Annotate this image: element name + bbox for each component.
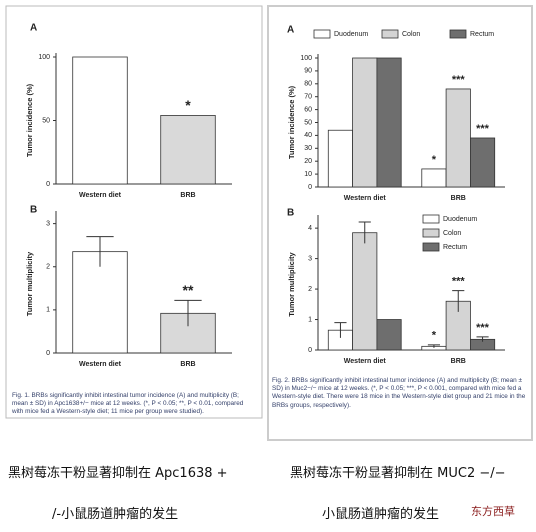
legend-label: Duodenum — [443, 216, 477, 223]
bar — [72, 56, 128, 185]
panel-label: A — [287, 25, 294, 36]
y-tick-label: 100 — [38, 54, 50, 61]
x-tick-label: Western diet — [344, 358, 387, 365]
bar — [376, 319, 402, 351]
x-tick-label: BRB — [180, 192, 195, 199]
figure-caption: Fig. 2. BRBs significantly inhibit intes… — [272, 377, 526, 409]
y-tick-label: 90 — [304, 68, 312, 75]
y-tick-label: 20 — [304, 158, 312, 165]
bar — [160, 115, 216, 185]
legend-swatch — [422, 228, 440, 238]
y-tick-label: 50 — [304, 119, 312, 126]
significance-mark: *** — [476, 123, 490, 135]
bar — [376, 57, 402, 188]
y-tick-label: 0 — [46, 350, 50, 357]
x-tick-label: Western diet — [344, 195, 387, 202]
error-bar — [452, 290, 465, 312]
bar — [352, 57, 378, 188]
panel-label: A — [30, 23, 37, 34]
y-tick-label: 3 — [308, 255, 312, 262]
y-tick-label: 0 — [308, 347, 312, 354]
panel-label: B — [287, 208, 294, 219]
bar — [352, 232, 378, 351]
legend-swatch — [313, 29, 331, 39]
y-tick-label: 30 — [304, 145, 312, 152]
note-line: 黑树莓冻干粉显著抑制在 MUC2 −/− — [290, 466, 506, 481]
note-line: /-小鼠肠道肿瘤的发生 — [52, 507, 179, 522]
legend-label: Duodenum — [334, 31, 368, 38]
bar — [327, 129, 353, 188]
y-axis-label: Tumor incidence (%) — [25, 83, 34, 157]
legend-swatch — [422, 214, 440, 224]
significance-mark: ** — [183, 282, 194, 298]
error-bar — [174, 299, 202, 327]
error-bar — [358, 221, 371, 244]
bar — [72, 251, 128, 354]
y-axis-label: Tumor multiplicity — [287, 251, 296, 316]
figure-frame — [5, 5, 263, 419]
y-axis-label: Tumor incidence (%) — [287, 85, 296, 159]
y-tick-label: 60 — [304, 106, 312, 113]
significance-mark: *** — [476, 322, 490, 334]
panel-label: B — [30, 205, 37, 216]
figure-caption: Fig. 1. BRBs significantly inhibit intes… — [12, 392, 244, 416]
y-tick-label: 10 — [304, 171, 312, 178]
y-tick-label: 100 — [300, 55, 312, 62]
y-tick-label: 70 — [304, 94, 312, 101]
significance-mark: *** — [452, 74, 466, 86]
y-tick-label: 1 — [46, 307, 50, 314]
significance-mark: *** — [452, 275, 466, 287]
significance-mark: * — [185, 97, 191, 113]
significance-mark: * — [432, 154, 437, 166]
note-line: 小鼠肠道肿瘤的发生 — [322, 507, 440, 522]
error-bar — [476, 336, 489, 342]
bar — [160, 312, 216, 354]
y-tick-label: 0 — [308, 184, 312, 191]
watermark: 东方西草 — [468, 502, 518, 520]
y-tick-label: 0 — [46, 181, 50, 188]
legend-label: Rectum — [443, 244, 467, 251]
x-tick-label: BRB — [451, 358, 466, 365]
bar — [421, 168, 447, 188]
y-tick-label: 2 — [46, 264, 50, 271]
bar — [445, 88, 471, 188]
y-tick-label: 40 — [304, 132, 312, 139]
y-axis-label: Tumor multiplicity — [25, 251, 34, 316]
significance-mark: * — [432, 330, 437, 342]
legend-swatch — [381, 29, 399, 39]
y-tick-label: 4 — [308, 225, 312, 232]
y-tick-label: 3 — [46, 220, 50, 227]
error-bar — [427, 344, 441, 348]
legend-label: Colon — [402, 31, 420, 38]
y-tick-label: 80 — [304, 81, 312, 88]
x-tick-label: Western diet — [79, 192, 122, 199]
note-line: 黑树莓冻干粉显著抑制在 Apc1638 + — [8, 466, 228, 481]
x-tick-label: Western diet — [79, 361, 122, 368]
legend-swatch — [449, 29, 467, 39]
legend-swatch — [422, 242, 440, 252]
error-bar — [334, 322, 347, 338]
legend-label: Colon — [443, 230, 461, 237]
bar — [470, 137, 496, 188]
x-tick-label: BRB — [451, 195, 466, 202]
y-tick-label: 50 — [42, 117, 50, 124]
legend-label: Rectum — [470, 31, 494, 38]
y-tick-label: 2 — [308, 286, 312, 293]
error-bar — [86, 236, 114, 267]
x-tick-label: BRB — [180, 361, 195, 368]
y-tick-label: 1 — [308, 316, 312, 323]
